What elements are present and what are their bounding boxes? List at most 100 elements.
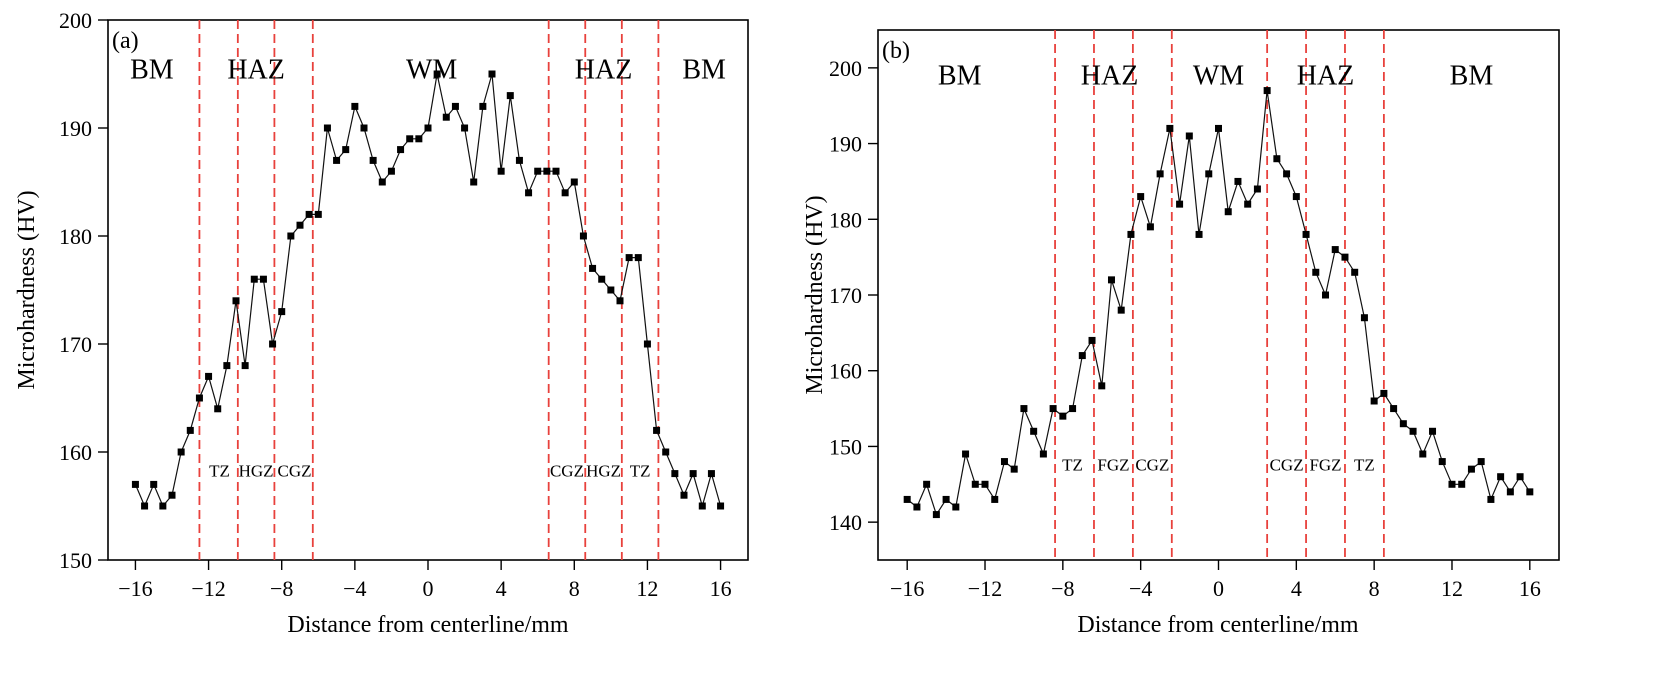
data-point — [442, 113, 450, 121]
subzone-label-tz: TZ — [1062, 456, 1083, 475]
region-label-bm: BM — [130, 55, 174, 86]
region-label-bm: BM — [682, 55, 726, 86]
data-point — [515, 156, 523, 164]
data-point — [534, 167, 542, 175]
data-point — [195, 394, 203, 402]
region-label-wm: WM — [406, 55, 457, 86]
subzone-label-cgz: CGZ — [1270, 456, 1304, 475]
x-tick-label: 12 — [636, 576, 658, 601]
plot-frame-b — [877, 29, 1560, 561]
data-point — [634, 254, 642, 262]
data-point — [141, 502, 149, 510]
region-label-bm: BM — [938, 61, 982, 92]
subzone-label-hgz: HGZ — [586, 461, 621, 480]
x-tick-label: 8 — [1369, 576, 1380, 601]
data-point — [971, 480, 979, 488]
x-tick-label: −4 — [343, 576, 366, 601]
data-point — [1390, 405, 1398, 413]
data-point — [1526, 488, 1534, 496]
data-point — [561, 189, 569, 197]
data-point — [1302, 230, 1310, 238]
data-point — [1322, 291, 1330, 299]
y-tick-label: 180 — [59, 224, 92, 249]
x-tick-label: 12 — [1441, 576, 1463, 601]
x-tick-label: 4 — [496, 576, 507, 601]
data-point — [1020, 405, 1028, 413]
data-point — [662, 448, 670, 456]
data-point — [525, 189, 533, 197]
subzone-label-tz: TZ — [630, 461, 651, 480]
data-point — [1176, 200, 1184, 208]
data-point — [406, 135, 414, 143]
x-tick-label: −12 — [191, 576, 225, 601]
data-point — [168, 491, 176, 499]
data-point — [653, 426, 661, 434]
x-axis-title: Distance from centerline/mm — [287, 612, 569, 638]
data-point — [259, 275, 267, 283]
data-point — [923, 480, 931, 488]
data-point — [1467, 465, 1475, 473]
series-line — [906, 90, 1531, 516]
data-point — [424, 124, 432, 132]
data-point — [205, 372, 213, 380]
data-point — [1215, 124, 1222, 132]
data-point — [150, 480, 158, 488]
data-point — [223, 362, 231, 370]
data-point — [1292, 193, 1300, 201]
y-tick-label: 160 — [829, 359, 862, 384]
data-point — [186, 426, 194, 434]
data-point — [1497, 473, 1505, 481]
data-point — [717, 502, 725, 510]
y-axis-title: Microhardness (HV) — [802, 195, 828, 394]
data-point — [1438, 458, 1446, 466]
region-label-haz: HAZ — [1297, 61, 1355, 92]
data-point — [1146, 223, 1154, 231]
x-tick-label: −4 — [1129, 576, 1152, 601]
data-point — [1273, 155, 1281, 163]
data-point — [378, 178, 386, 186]
x-tick-label: −12 — [968, 576, 1002, 601]
x-tick-label: 4 — [1291, 576, 1302, 601]
data-point — [1088, 336, 1096, 344]
panel-label: (b) — [882, 38, 910, 64]
data-point — [451, 102, 459, 110]
series-line — [134, 73, 722, 509]
subzone-label-cgz: CGZ — [550, 461, 584, 480]
x-tick-label: −16 — [118, 576, 152, 601]
data-point — [643, 340, 651, 348]
data-point — [1263, 87, 1271, 95]
y-tick-label: 200 — [829, 56, 862, 81]
data-point — [269, 340, 277, 348]
y-tick-label: 170 — [59, 332, 92, 357]
region-label-haz: HAZ — [1081, 61, 1139, 92]
data-point — [1360, 314, 1368, 322]
data-point — [570, 178, 578, 186]
data-point — [1448, 480, 1456, 488]
data-point — [1078, 352, 1086, 360]
data-point — [506, 92, 514, 100]
region-label-haz: HAZ — [227, 55, 285, 86]
data-point — [287, 232, 295, 240]
data-point — [981, 480, 989, 488]
y-tick-label: 200 — [59, 8, 92, 33]
data-point — [1185, 132, 1193, 140]
data-point — [1399, 420, 1407, 428]
data-point — [589, 264, 597, 272]
data-point — [1419, 450, 1427, 458]
x-tick-label: −8 — [270, 576, 293, 601]
y-tick-label: 160 — [59, 440, 92, 465]
y-tick-label: 190 — [829, 132, 862, 157]
data-point — [1458, 480, 1466, 488]
data-point — [387, 167, 395, 175]
data-point — [488, 70, 496, 78]
data-point — [1156, 170, 1164, 178]
data-point — [305, 210, 313, 218]
data-point — [1234, 177, 1242, 185]
data-point — [671, 470, 679, 478]
data-point — [1000, 458, 1008, 466]
data-point — [479, 102, 487, 110]
region-label-wm: WM — [1193, 61, 1244, 92]
data-point — [932, 511, 940, 519]
data-point — [543, 167, 551, 175]
